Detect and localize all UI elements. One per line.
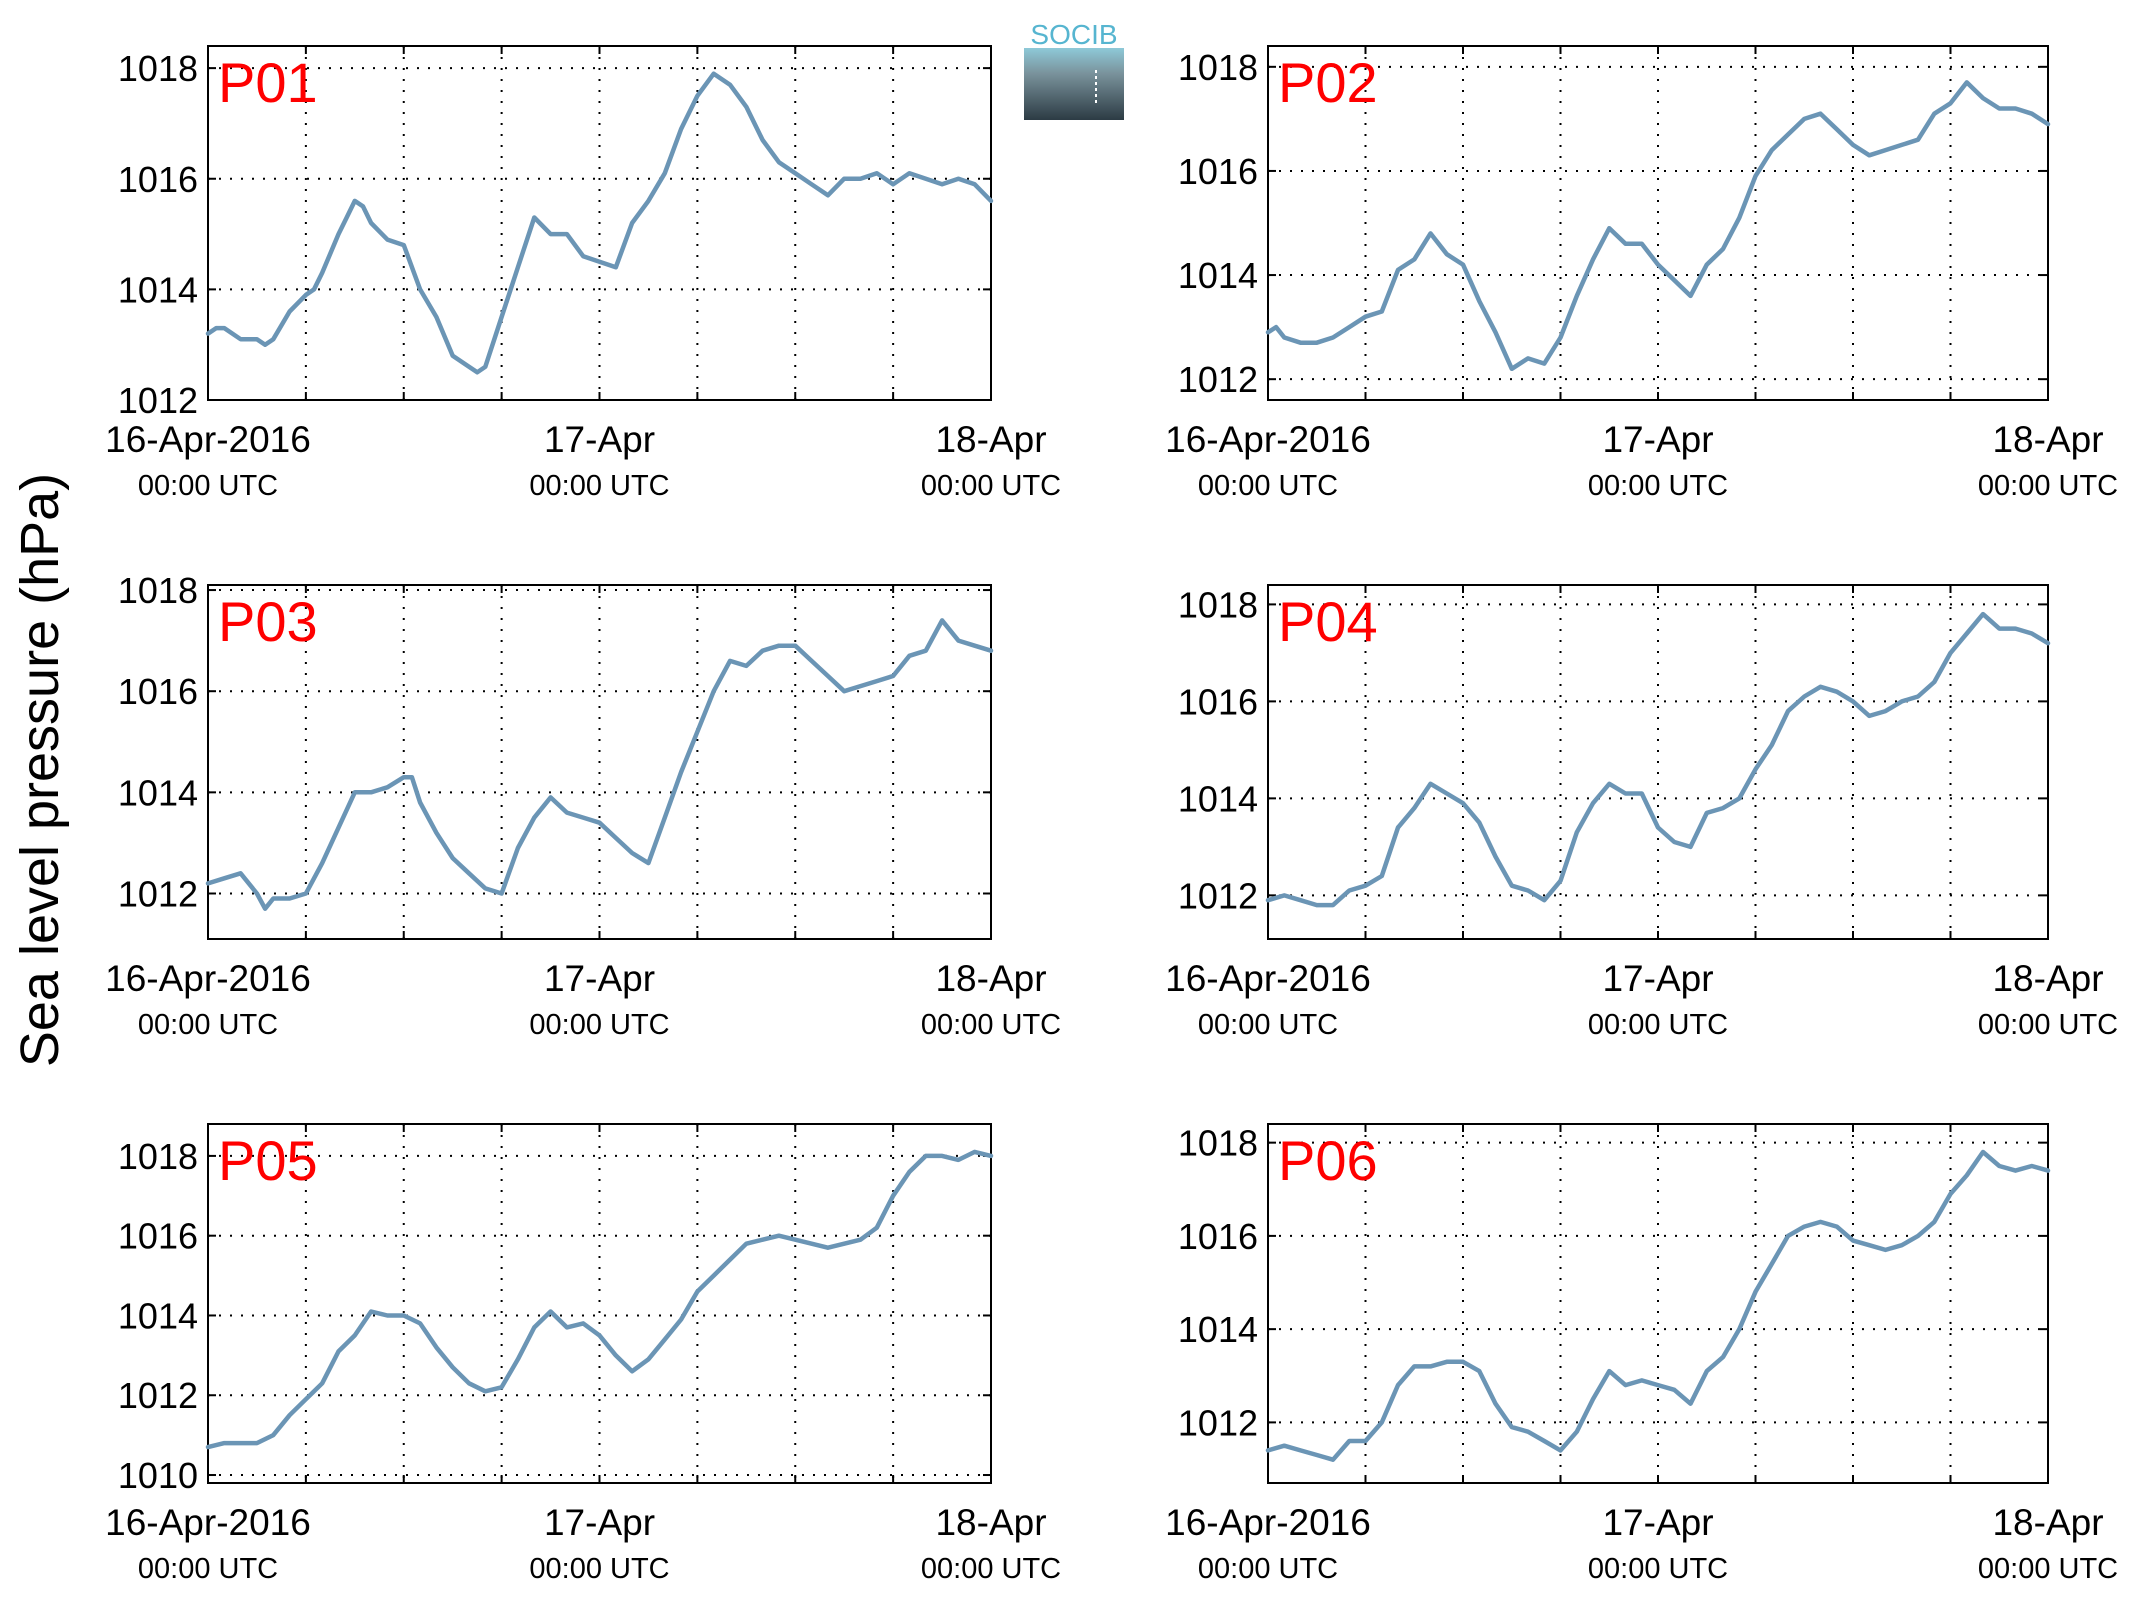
x-tick-label: 18-Apr — [1992, 1502, 2103, 1543]
y-tick-label: 1014 — [1178, 1309, 1258, 1350]
y-tick-label: 1016 — [1178, 151, 1258, 192]
x-tick-label: 16-Apr-2016 — [105, 958, 311, 999]
y-tick-label: 1016 — [118, 671, 198, 712]
x-tick-label: 17-Apr — [1602, 419, 1713, 460]
x-tick-label: 16-Apr-2016 — [1165, 958, 1371, 999]
x-tick-sublabel: 00:00 UTC — [138, 470, 278, 502]
chart-panel-p05: 1010 1012 1014 1016 1018 16-Apr-2016 00:00 UTC… — [105, 1123, 1061, 1585]
x-tick-label: 16-Apr-2016 — [105, 1502, 311, 1543]
x-tick-sublabel: 00:00 UTC — [921, 470, 1061, 502]
plot-area — [1267, 1123, 2049, 1484]
panel-label: P06 — [1278, 1129, 1378, 1192]
chart-panel-p03: 1012 1014 1016 1018 16-Apr-2016 00:00 UTC 17-A… — [105, 570, 1061, 1041]
x-tick-label: 18-Apr — [935, 419, 1046, 460]
x-tick-label: 16-Apr-2016 — [105, 419, 311, 460]
pressure-series-line — [1265, 80, 2051, 372]
x-tick-sublabel: 00:00 UTC — [138, 1553, 278, 1585]
socib-logo-text: SOCIB — [1030, 19, 1117, 50]
x-tick-label: 17-Apr — [1602, 958, 1713, 999]
y-tick-label: 1012 — [118, 873, 198, 914]
y-axis-label: Sea level pressure (hPa) — [10, 473, 70, 1067]
x-tick-sublabel: 00:00 UTC — [529, 1009, 669, 1041]
y-tick-label: 1010 — [118, 1455, 198, 1496]
panel-label: P05 — [218, 1129, 318, 1192]
x-tick-sublabel: 00:00 UTC — [1978, 1009, 2118, 1041]
x-tick-label: 17-Apr — [544, 419, 655, 460]
x-tick-label: 17-Apr — [544, 1502, 655, 1543]
y-tick-label: 1012 — [118, 380, 198, 421]
pressure-series-line — [1265, 1149, 2051, 1462]
plot-area — [207, 1123, 992, 1484]
y-tick-label: 1016 — [118, 1216, 198, 1257]
y-tick-label: 1012 — [1178, 1402, 1258, 1443]
chart-panel-p06: 1012 1014 1016 1018 16-Apr-2016 00:00 UTC 17-A… — [1165, 1123, 2118, 1585]
y-tick-label: 1018 — [118, 570, 198, 611]
y-tick-label: 1012 — [118, 1375, 198, 1416]
x-tick-label: 18-Apr — [1992, 958, 2103, 999]
y-tick-label: 1016 — [1178, 681, 1258, 722]
y-tick-label: 1016 — [1178, 1216, 1258, 1257]
pressure-series-line — [1265, 611, 2051, 908]
panel-label: P03 — [218, 590, 318, 653]
pressure-series-line — [205, 1149, 994, 1450]
x-tick-sublabel: 00:00 UTC — [1588, 470, 1728, 502]
panel-label: P01 — [218, 51, 318, 114]
x-tick-sublabel: 00:00 UTC — [921, 1553, 1061, 1585]
panel-label: P02 — [1278, 51, 1378, 114]
x-tick-sublabel: 00:00 UTC — [1198, 1009, 1338, 1041]
y-tick-label: 1012 — [1178, 875, 1258, 916]
y-tick-label: 1018 — [1178, 1123, 1258, 1164]
x-tick-label: 17-Apr — [544, 958, 655, 999]
y-tick-label: 1014 — [1178, 255, 1258, 296]
y-tick-label: 1014 — [1178, 778, 1258, 819]
x-tick-sublabel: 00:00 UTC — [529, 470, 669, 502]
y-tick-label: 1018 — [118, 48, 198, 89]
x-tick-sublabel: 00:00 UTC — [138, 1009, 278, 1041]
x-tick-label: 17-Apr — [1602, 1502, 1713, 1543]
x-tick-label: 16-Apr-2016 — [1165, 1502, 1371, 1543]
y-tick-label: 1018 — [1178, 47, 1258, 88]
pressure-series-line — [205, 618, 994, 911]
chart-panel-p02: 1012 1014 1016 1018 16-Apr-2016 00:00 UTC 17-A… — [1165, 45, 2118, 502]
x-tick-label: 16-Apr-2016 — [1165, 419, 1371, 460]
x-tick-sublabel: 00:00 UTC — [1198, 1553, 1338, 1585]
y-tick-label: 1014 — [118, 772, 198, 813]
chart-panel-p01: 1012 1014 1016 1018 16-Apr-2016 00:00 UTC 17-A… — [105, 45, 1061, 502]
pressure-series-line — [205, 71, 994, 375]
x-tick-sublabel: 00:00 UTC — [1588, 1553, 1728, 1585]
x-tick-label: 18-Apr — [935, 958, 1046, 999]
y-tick-label: 1018 — [118, 1136, 198, 1177]
chart-panel-p04: 1012 1014 1016 1018 16-Apr-2016 00:00 UTC 17-A… — [1165, 584, 2118, 1041]
x-tick-sublabel: 00:00 UTC — [921, 1009, 1061, 1041]
y-tick-label: 1012 — [1178, 359, 1258, 400]
y-tick-label: 1014 — [118, 1295, 198, 1336]
x-tick-sublabel: 00:00 UTC — [1588, 1009, 1728, 1041]
y-tick-label: 1018 — [1178, 584, 1258, 625]
panel-label: P04 — [1278, 590, 1378, 653]
x-tick-sublabel: 00:00 UTC — [1198, 470, 1338, 502]
x-tick-sublabel: 00:00 UTC — [529, 1553, 669, 1585]
socib-logo: SOCIB — [1024, 19, 1124, 120]
x-tick-label: 18-Apr — [935, 1502, 1046, 1543]
x-tick-label: 18-Apr — [1992, 419, 2103, 460]
y-tick-label: 1016 — [118, 159, 198, 200]
y-tick-label: 1014 — [118, 269, 198, 310]
x-tick-sublabel: 00:00 UTC — [1978, 470, 2118, 502]
x-tick-sublabel: 00:00 UTC — [1978, 1553, 2118, 1585]
